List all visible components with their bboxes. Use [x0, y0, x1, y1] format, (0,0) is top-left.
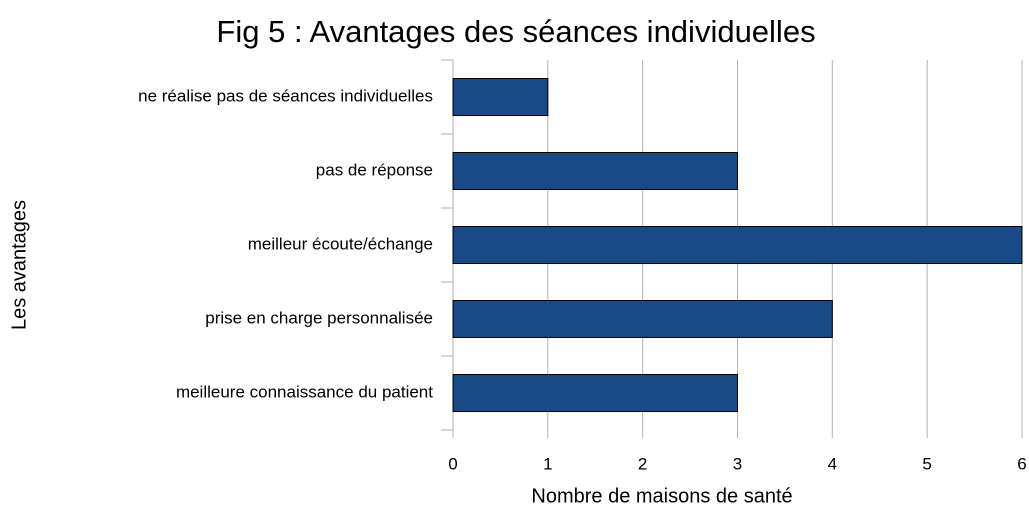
x-tick-label: 0 — [448, 454, 457, 473]
y-tick-label: meilleur écoute/échange — [248, 234, 433, 253]
x-tick-label: 6 — [1017, 454, 1026, 473]
y-axis-title: Les avantages — [8, 200, 30, 330]
bar — [452, 152, 738, 190]
x-axis-title: Nombre de maisons de santé — [531, 485, 792, 507]
x-tick-label: 3 — [733, 454, 742, 473]
x-tick-label: 2 — [638, 454, 647, 473]
y-tick-label: ne réalise pas de séances individuelles — [138, 86, 433, 105]
chart-title: Fig 5 : Avantages des séances individuel… — [216, 14, 815, 49]
y-tick-label: pas de réponse — [316, 160, 433, 179]
bar — [452, 226, 1023, 264]
y-tick-label: meilleure connaissance du patient — [176, 382, 433, 401]
x-tick-label: 4 — [828, 454, 837, 473]
y-tick-label: prise en charge personnalisée — [205, 308, 433, 327]
bar — [452, 78, 549, 116]
bar — [452, 300, 833, 338]
bar — [452, 374, 738, 412]
x-tick-label: 5 — [922, 454, 931, 473]
x-tick-label: 1 — [543, 454, 552, 473]
